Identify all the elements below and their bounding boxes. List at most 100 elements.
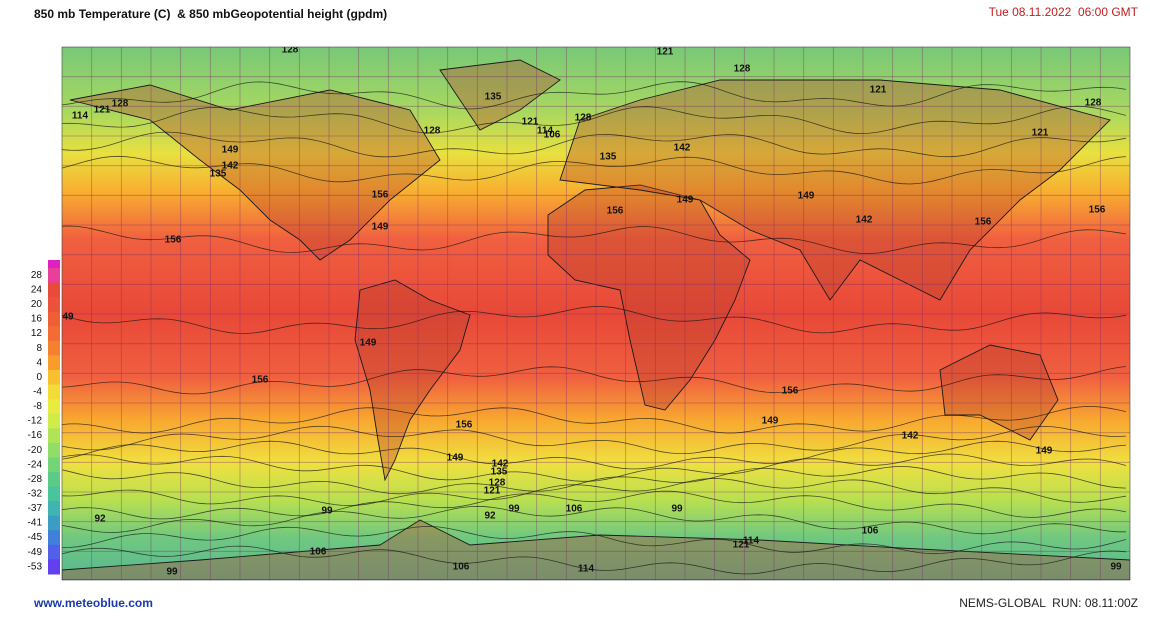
isoline: [62, 131, 1127, 158]
contour-label: 156: [456, 420, 473, 431]
contour-label: 142: [492, 459, 509, 470]
contour-label: 142: [222, 161, 239, 172]
legend-tick-label: 16: [31, 314, 43, 325]
source-link[interactable]: www.meteoblue.com: [33, 596, 153, 610]
contour-label: 149: [447, 453, 464, 464]
contour-label: 114: [72, 111, 89, 122]
legend-swatch: [48, 413, 60, 429]
legend-swatch: [48, 326, 60, 342]
legend-swatch: [48, 340, 60, 356]
isoline: [62, 155, 1127, 185]
contour-label: 121: [522, 117, 539, 128]
contour-label: 128: [424, 126, 441, 137]
temperature-field: [62, 47, 1130, 580]
eurasia: [559, 79, 1111, 301]
isoline: [62, 526, 1127, 555]
contour-label: 106: [566, 504, 583, 515]
legend-tick-label: -24: [28, 459, 43, 470]
legend-swatch: [48, 544, 60, 560]
legend-tick-label: -37: [28, 503, 43, 514]
isoline: [62, 81, 1127, 110]
south-america: [354, 279, 471, 482]
contour-label: 99: [166, 567, 178, 578]
isoline: [62, 440, 1127, 470]
isoline: [62, 105, 1127, 135]
contour-label: 156: [607, 206, 624, 217]
contour-label: 149: [798, 191, 815, 202]
isoline: [62, 225, 1127, 254]
contour-label: 121: [1032, 128, 1049, 139]
contour-label: 92: [94, 514, 106, 525]
isoline: [62, 305, 1127, 334]
contour-label: 135: [485, 92, 502, 103]
graticule: [62, 47, 1130, 580]
contour-label: 106: [453, 562, 470, 573]
contour-label: 149: [677, 195, 694, 206]
legend: 28 24 20 16 12 8 4 0 -4 -8 -12 -16 -20 -24 -28 -32 -37 -4…: [28, 260, 60, 575]
legend-swatch: [48, 457, 60, 473]
legend-tick-label: 12: [31, 328, 43, 339]
contour-label: 156: [975, 217, 992, 228]
contour-label: 149: [1036, 446, 1053, 457]
contour-label: 156: [165, 235, 182, 246]
map-frame: [61, 46, 1131, 581]
contour-label: 128: [734, 64, 751, 75]
contour-label: 149: [372, 222, 389, 233]
isoline: [62, 425, 1127, 454]
contour-label: 99: [321, 506, 333, 517]
contour-label: 99: [1110, 562, 1122, 573]
isoline: [62, 366, 1127, 395]
contour-label: 128: [489, 478, 506, 489]
contour-label: 156: [782, 386, 799, 397]
legend-tick-label: 20: [31, 299, 43, 310]
legend-swatch: [48, 559, 60, 575]
run-info: NEMS-GLOBAL RUN: 08.11:00Z: [959, 596, 1138, 610]
legend-swatch: [48, 530, 60, 546]
contour-label: 135: [491, 467, 508, 478]
legend-swatch: [48, 355, 60, 371]
isoline: [62, 465, 1127, 495]
legend-tick-label: -12: [28, 416, 43, 427]
legend-tick-label: 0: [36, 372, 42, 383]
africa: [547, 184, 751, 411]
map: 128 1211281211281211141211281351281211141…: [62, 45, 1130, 580]
legend-cap: [48, 260, 60, 269]
legend-swatch: [48, 486, 60, 502]
contour-label: 114: [743, 536, 760, 547]
legend-swatch: [48, 501, 60, 517]
contour-label: 156: [252, 375, 269, 386]
legend-swatch: [48, 442, 60, 458]
contour-label: 135: [210, 169, 227, 180]
contour-label: 156: [372, 190, 389, 201]
legend-swatch: [48, 297, 60, 313]
legend-swatch: [48, 282, 60, 298]
legend-tick-label: -28: [28, 474, 43, 485]
isoline: [62, 545, 1127, 575]
contour-label: 149: [360, 338, 377, 349]
isoline: [62, 453, 1127, 482]
legend-swatch: [48, 515, 60, 531]
north-america: [69, 84, 441, 261]
contour-label: 114: [578, 564, 595, 575]
contour-label: 128: [1085, 98, 1102, 109]
legend-tick-label: 28: [31, 270, 43, 281]
contour-label: 128: [282, 45, 299, 56]
antarctica: [62, 519, 1130, 580]
isoline: [62, 478, 1127, 507]
contour-label: 121: [94, 105, 111, 116]
legend-swatch: [48, 384, 60, 400]
legend-tick-label: 24: [31, 284, 43, 295]
legend-tick-label: -41: [28, 518, 43, 529]
contour-label: 156: [1089, 205, 1106, 216]
contour-label: 121: [733, 540, 750, 551]
legend-tick-label: -4: [33, 386, 42, 397]
contour-label: 106: [310, 547, 327, 558]
contours: [62, 81, 1127, 575]
legend-tick-label: -49: [28, 547, 43, 558]
contour-label: 128: [112, 99, 129, 110]
legend-tick-label: -45: [28, 532, 43, 543]
contour-label: 106: [544, 130, 561, 141]
legend-tick-label: 4: [36, 357, 42, 368]
legend-tick-label: -20: [28, 445, 43, 456]
